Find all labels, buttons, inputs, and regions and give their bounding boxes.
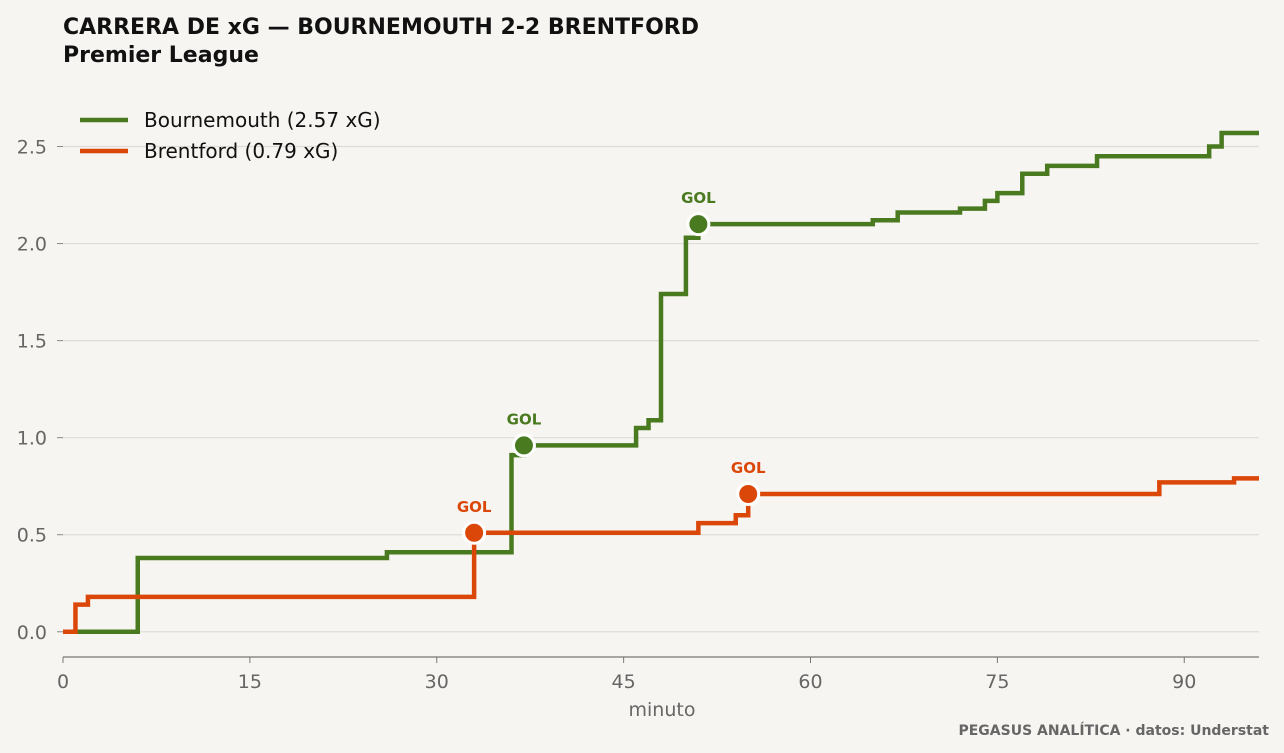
goal-marker: [462, 520, 487, 545]
x-tick-label: 0: [57, 671, 69, 693]
x-tick-label: 30: [425, 671, 449, 693]
y-tick-label: 2.0: [17, 234, 47, 256]
goal-marker: [736, 481, 761, 506]
y-tick-label: 1.5: [17, 331, 47, 353]
y-tick-label: 0.5: [17, 525, 47, 547]
grid-lines: [63, 145, 1259, 633]
y-tick-label: 0.0: [17, 622, 47, 644]
goal-label: GOL: [681, 189, 716, 207]
x-axis-label: minuto: [629, 699, 696, 721]
x-tick-label: 45: [612, 671, 636, 693]
x-tick-label: 90: [1172, 671, 1196, 693]
legend-label: Bournemouth (2.57 xG): [144, 108, 381, 132]
goal-label: GOL: [457, 498, 492, 516]
goal-label: GOL: [731, 459, 766, 477]
goal-label: GOL: [507, 410, 542, 428]
axes: 0.0 0.5 1.0 1.5 2.0 2.5 0 15 30 45 60 75 90: [17, 137, 1259, 693]
y-tick-label: 1.0: [17, 428, 47, 450]
goal-marker: [686, 212, 711, 237]
series-line: [63, 476, 1259, 635]
x-tick-label: 75: [985, 671, 1009, 693]
series-lines: [63, 130, 1259, 635]
y-tick-label: 2.5: [17, 137, 47, 159]
series-line: [63, 130, 1259, 635]
chart-title: CARRERA DE xG — BOURNEMOUTH 2-2 BRENTFOR…: [63, 15, 699, 40]
x-tick-label: 60: [798, 671, 822, 693]
legend: Bournemouth (2.57 xG) Brentford (0.79 xG): [80, 108, 381, 163]
goal-markers: GOL GOL GOL GOL: [457, 189, 766, 545]
goal-marker: [511, 433, 536, 458]
credit-text: PEGASUS ANALÍTICA · datos: Understat: [958, 722, 1269, 739]
x-tick-label: 15: [238, 671, 262, 693]
chart-subtitle: Premier League: [63, 43, 259, 68]
legend-label: Brentford (0.79 xG): [144, 139, 338, 163]
